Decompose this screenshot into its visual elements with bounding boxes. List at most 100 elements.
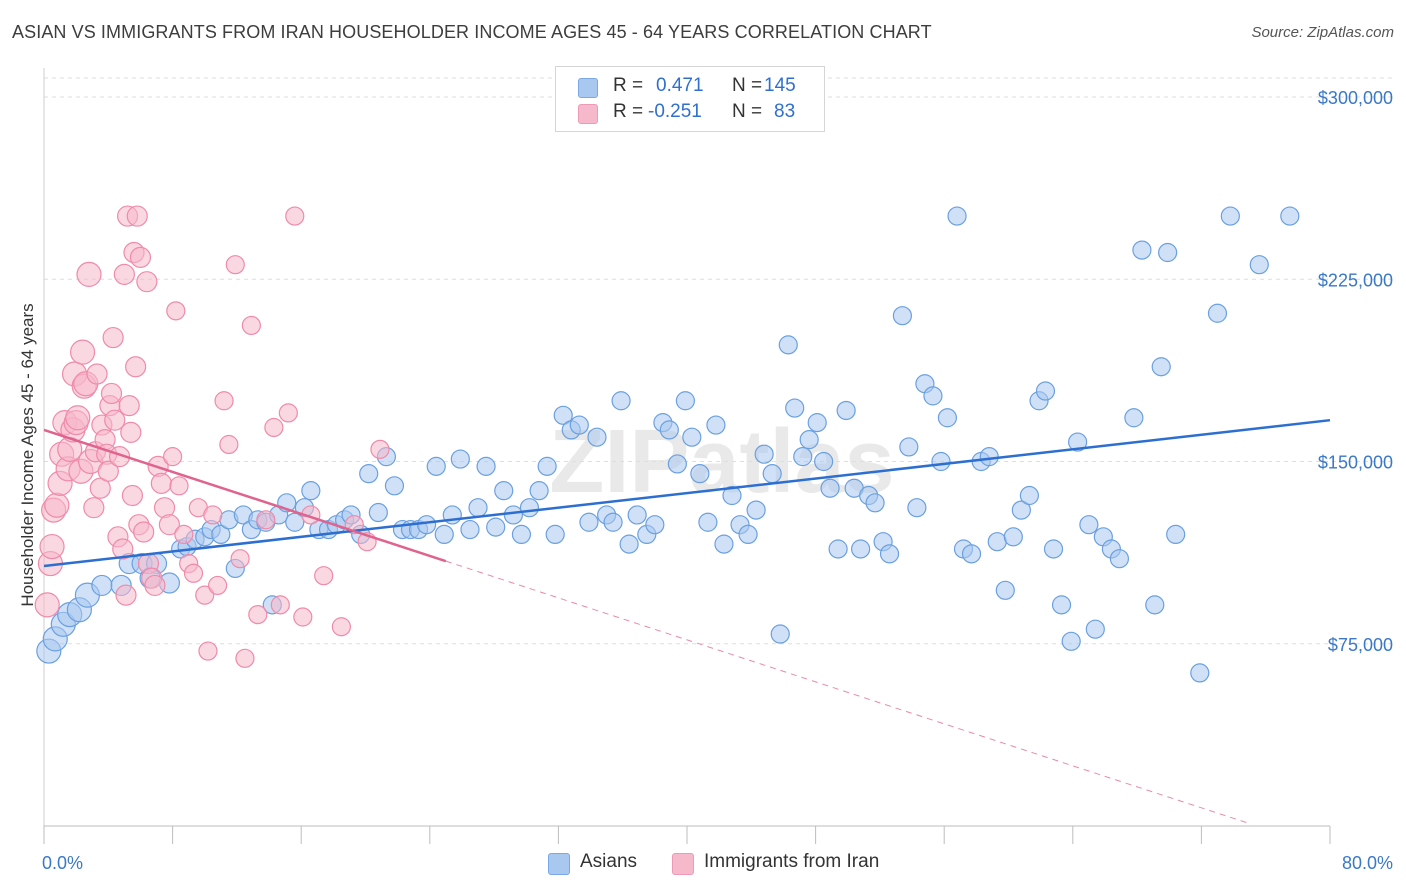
point-iran <box>118 395 140 417</box>
point-iran <box>120 421 142 443</box>
correlation-legend: R = 0.471 N = 145 R = -0.251 N = 83 <box>555 66 825 132</box>
point-asians <box>746 500 766 520</box>
point-iran <box>76 261 102 287</box>
point-iran <box>195 585 215 605</box>
point-iran <box>203 505 223 525</box>
point-asians <box>1019 485 1039 506</box>
point-asians <box>961 544 982 564</box>
point-asians <box>468 498 488 518</box>
point-asians <box>1145 595 1165 615</box>
legend-swatch-asians <box>578 78 598 98</box>
point-asians <box>529 481 549 501</box>
point-asians <box>503 505 523 525</box>
point-iran <box>285 206 305 226</box>
point-iran <box>293 607 313 627</box>
legend-n-value: 83 <box>774 101 796 122</box>
point-iran <box>225 255 245 275</box>
point-asians <box>1011 500 1031 520</box>
point-asians <box>553 405 573 425</box>
point-asians <box>611 391 631 411</box>
point-asians <box>301 481 321 501</box>
point-asians <box>537 456 557 476</box>
point-iran <box>89 477 111 499</box>
point-asians <box>979 447 999 467</box>
point-iran <box>219 434 239 455</box>
point-asians <box>645 515 665 535</box>
bottom-legend-label-asians: Asians <box>580 851 638 872</box>
point-asians <box>1079 515 1099 535</box>
point-asians <box>814 451 834 472</box>
bottom-legend-swatch-asians <box>548 853 570 875</box>
point-iran <box>278 403 298 423</box>
point-iran <box>136 271 158 293</box>
point-asians <box>1051 595 1072 615</box>
point-asians <box>682 427 702 447</box>
y-tick-label: $300,000 <box>1318 88 1393 108</box>
point-iran <box>121 484 144 507</box>
point-iran <box>144 574 166 597</box>
point-iran <box>133 521 155 543</box>
bottom-legend-swatch-iran <box>672 853 694 875</box>
point-asians <box>434 524 454 545</box>
point-asians <box>770 624 790 644</box>
point-asians <box>706 415 726 435</box>
point-asians <box>947 206 967 226</box>
point-iran <box>183 563 204 583</box>
source-note: Source: ZipAtlas.com <box>1251 24 1394 41</box>
point-asians <box>820 478 840 498</box>
point-asians <box>995 580 1015 600</box>
point-iran <box>39 533 65 560</box>
legend-r-label: R = <box>613 75 644 96</box>
point-asians <box>1124 408 1144 428</box>
point-asians <box>1166 524 1186 545</box>
point-asians <box>486 517 506 537</box>
point-asians <box>793 447 813 467</box>
point-asians <box>690 464 710 484</box>
point-asians <box>722 485 742 506</box>
point-asians <box>1068 432 1088 452</box>
point-asians <box>1061 631 1081 651</box>
point-asians <box>211 524 231 545</box>
point-iran <box>270 595 290 615</box>
point-asians <box>587 427 607 447</box>
point-asians <box>569 415 589 435</box>
axes <box>43 68 1331 844</box>
point-iran <box>169 476 189 496</box>
legend-n-label: N = <box>732 101 763 122</box>
point-asians <box>359 464 379 484</box>
point-asians <box>675 391 695 411</box>
point-asians <box>1043 539 1064 559</box>
point-asians <box>836 400 856 421</box>
point-asians <box>1190 663 1210 683</box>
point-asians <box>892 306 913 326</box>
point-asians <box>1280 206 1300 226</box>
y-tick-label: $225,000 <box>1318 270 1393 290</box>
point-iran <box>208 575 228 596</box>
point-asians <box>426 456 446 476</box>
point-iran <box>104 409 126 431</box>
point-asians <box>785 398 805 418</box>
point-asians <box>1220 206 1240 226</box>
point-asians <box>937 408 958 428</box>
point-iran <box>129 246 152 268</box>
point-iran <box>241 315 261 336</box>
x-tick-label: 0.0% <box>42 853 83 873</box>
point-asians <box>519 498 540 518</box>
point-asians <box>698 512 718 532</box>
point-iran <box>126 205 148 227</box>
point-asians <box>91 574 113 597</box>
x-tick-label: 80.0% <box>1342 853 1393 873</box>
point-iran <box>97 460 119 482</box>
point-iran <box>158 514 180 536</box>
point-asians <box>511 524 532 545</box>
y-tick-label: $150,000 <box>1318 453 1393 473</box>
point-iran <box>248 604 268 625</box>
point-asians <box>807 413 827 433</box>
legend-n-label: N = <box>732 75 763 96</box>
y-tick-label: $75,000 <box>1328 635 1393 655</box>
point-asians <box>1158 242 1178 263</box>
point-asians <box>627 505 647 525</box>
point-iran <box>65 405 91 431</box>
point-asians <box>1035 381 1056 401</box>
point-asians <box>667 454 687 474</box>
